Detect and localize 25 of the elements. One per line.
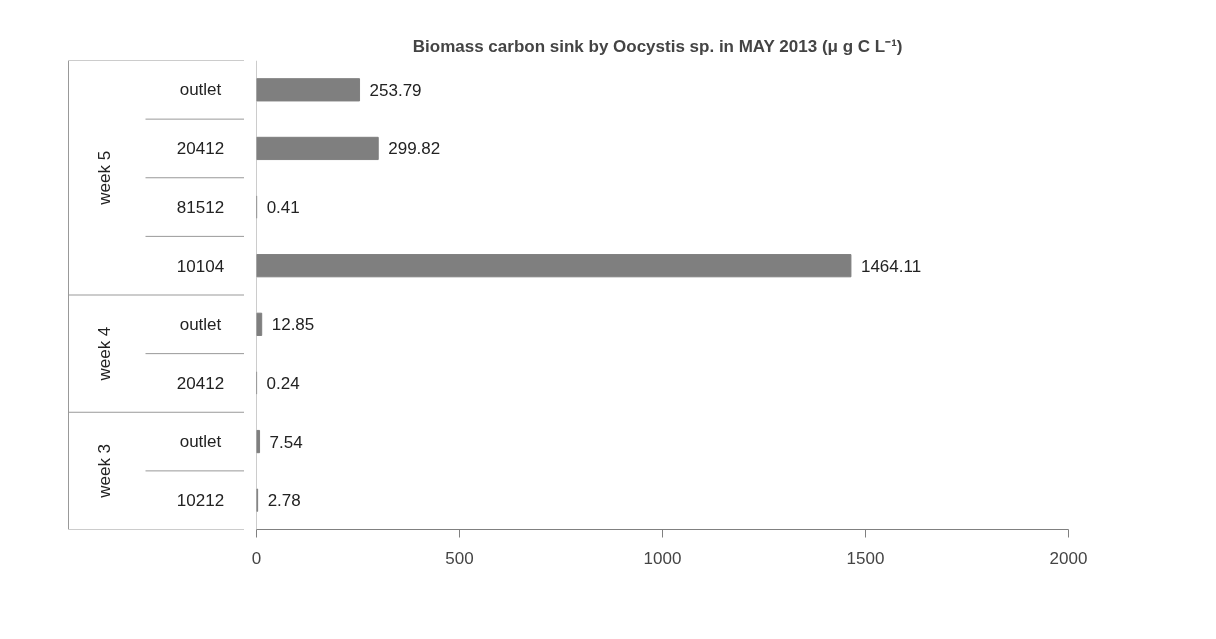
y-tick-label: 10212 — [176, 491, 225, 511]
data-label: 253.79 — [369, 80, 422, 100]
y-tick-label: 20412 — [176, 373, 225, 393]
x-tick-label: 0 — [251, 548, 262, 568]
x-tick-label: 1500 — [846, 548, 885, 568]
text: week 5 — [95, 150, 114, 206]
y-tick-label: 20412 — [176, 139, 225, 159]
y-tick-label: outlet — [179, 432, 222, 452]
data-label: 0.24 — [266, 373, 300, 393]
data-label: 7.54 — [269, 432, 303, 452]
data-label: 299.82 — [388, 139, 441, 159]
y-tick-label: 81512 — [176, 198, 225, 218]
data-label: 0.41 — [266, 198, 300, 218]
y-tick-label: outlet — [179, 314, 222, 334]
y-tick-label: 10104 — [176, 256, 225, 276]
chart-title: Biomass carbon sink by Oocystis sp. in MAY 2013 (μ g C L⁻¹) — [412, 36, 903, 56]
data-label: 1464.11 — [860, 256, 922, 276]
data-label: 2.78 — [267, 491, 301, 511]
text: week 3 — [95, 443, 114, 499]
x-tick-label: 500 — [445, 548, 474, 568]
y-tick-label: outlet — [179, 80, 222, 100]
data-label: 12.85 — [271, 315, 315, 335]
text: week 4 — [95, 326, 114, 382]
x-tick-label: 1000 — [643, 548, 682, 568]
x-tick-label: 2000 — [1049, 548, 1088, 568]
